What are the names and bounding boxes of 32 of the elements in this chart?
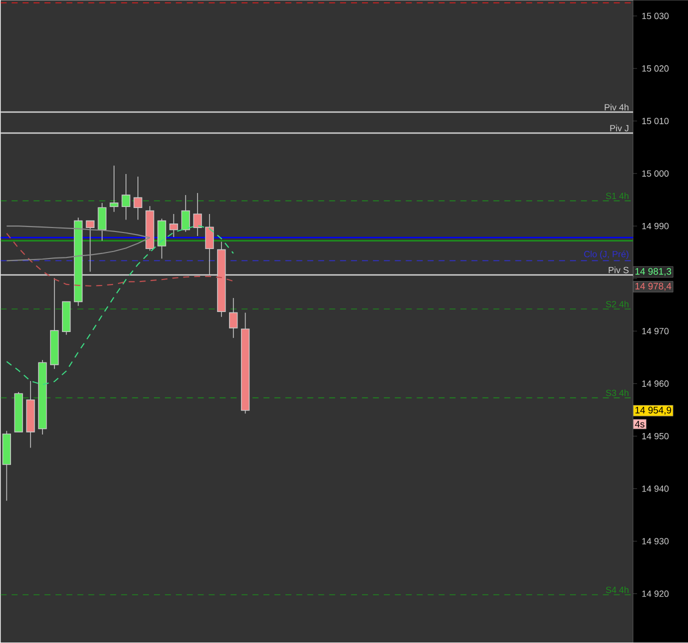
y-tick-label: 14 960 bbox=[642, 380, 669, 387]
y-tick-label: 14 970 bbox=[642, 328, 669, 334]
y-tick-label: 15 020 bbox=[642, 65, 669, 72]
ref-line-label: S4 4h bbox=[606, 586, 628, 594]
ref-line-label: S2 4h bbox=[606, 300, 628, 308]
ref-line-label: Piv 4h bbox=[604, 104, 628, 110]
ref-line-label: S3 4h bbox=[606, 390, 628, 396]
ref-line-label: Piv J bbox=[610, 124, 628, 132]
ref-line-label: Piv S bbox=[608, 266, 629, 274]
candlestick bbox=[110, 165, 118, 212]
y-tick-label: 15 030 bbox=[642, 12, 669, 20]
y-tick-label: 14 950 bbox=[642, 433, 669, 440]
y-tick-label: 14 930 bbox=[642, 538, 669, 544]
candlestick bbox=[193, 192, 202, 237]
text: 14 981,3 bbox=[635, 268, 672, 276]
ref-line-label: Clo (J, Pré) bbox=[584, 250, 628, 260]
ref-line-label: S1 4h bbox=[606, 192, 628, 200]
candlestick bbox=[86, 220, 95, 272]
candlestick bbox=[229, 298, 238, 338]
candlestick bbox=[98, 202, 106, 242]
y-tick-label: 15 010 bbox=[642, 118, 669, 124]
text: 4s bbox=[634, 420, 644, 428]
candlestick bbox=[134, 176, 142, 220]
y-tick-label: 14 940 bbox=[642, 486, 669, 492]
y-tick-label: 15 000 bbox=[642, 170, 669, 177]
text: 14 978,4 bbox=[635, 282, 672, 291]
candlestick bbox=[122, 174, 130, 220]
text: 14 954,9 bbox=[635, 406, 672, 415]
candlestick bbox=[181, 194, 190, 232]
y-tick-label: 14 920 bbox=[642, 590, 669, 598]
candlestick bbox=[169, 214, 178, 238]
y-tick-label: 14 990 bbox=[642, 222, 669, 230]
